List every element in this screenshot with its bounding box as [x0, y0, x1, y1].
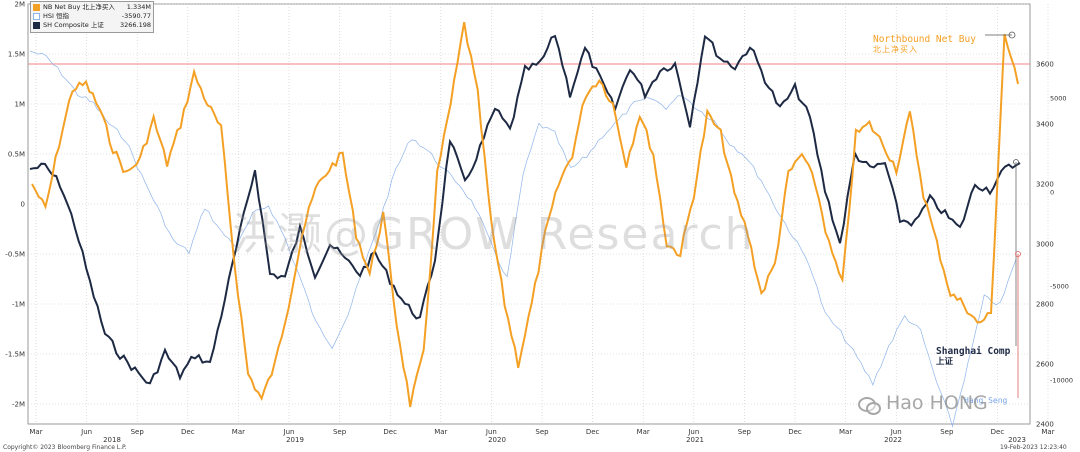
y-left-tick-label: -0.5M: [5, 251, 25, 259]
watermark-text: 洪灏@GROW Research: [232, 209, 755, 260]
x-year-label: 2019: [286, 436, 304, 444]
wechat-icon: [858, 395, 881, 415]
wechat-watermark: Hao HONG: [858, 392, 1058, 420]
y-left-tick-label: -2M: [12, 401, 25, 409]
legend-value-sh: 3266.198: [119, 21, 151, 29]
x-tick-label: Dec: [383, 428, 397, 436]
x-tick-label: Jun: [485, 428, 497, 436]
x-tick-label: Jun: [890, 428, 902, 436]
x-tick-label: Dec: [991, 428, 1005, 436]
legend: NB Net Buy 北上净买入 1.334M HSI 恒指 -3590.77 …: [30, 1, 154, 33]
y-right-tick-label: 2600: [1036, 361, 1054, 369]
x-tick-label: Mar: [434, 428, 447, 436]
legend-name-sh: SH Composite 上证: [43, 21, 104, 29]
x-tick-label: Sep: [333, 428, 347, 436]
marker-hsi: [1015, 251, 1021, 257]
x-tick-label: Mar: [232, 428, 245, 436]
x-tick-label: Jun: [687, 428, 699, 436]
x-tick-label: Jun: [283, 428, 295, 436]
y-right2-tick-label: -5000: [1050, 283, 1069, 291]
y-left-tick-label: 1M: [15, 101, 26, 109]
legend-name-nb: NB Net Buy 北上净买入: [43, 3, 115, 11]
series-line-hsi: [29, 50, 1017, 428]
marker-shanghai: [1013, 159, 1019, 165]
y-left-tick-label: 2M: [15, 1, 26, 9]
annotation-hsi: Hang Seng: [964, 396, 1008, 405]
annotation-northbound: Northbound Net Buy 北上净买入: [873, 34, 989, 54]
y-right-tick-label: 3600: [1036, 61, 1054, 69]
y-right-tick-label: 3400: [1036, 121, 1054, 129]
marker-northbound: [1008, 31, 1016, 39]
legend-swatch-nb: [33, 4, 40, 11]
y-left-tick-label: 0.5M: [8, 151, 25, 159]
wechat-name: Hao HONG: [886, 392, 988, 414]
legend-name-hsi: HSI 恒指: [43, 12, 69, 20]
y-right2-tick-label: 5000: [1050, 95, 1067, 103]
y-right-tick-label: 2400: [1036, 421, 1054, 429]
legend-swatch-sh: [33, 22, 40, 29]
legend-entry-nb: NB Net Buy 北上净买入 1.334M: [33, 3, 151, 12]
y-left-tick-label: -1.5M: [5, 351, 25, 359]
x-tick-label: Dec: [586, 428, 600, 436]
y-right-tick-label: 3200: [1036, 181, 1054, 189]
annotation-shanghai-cn: 上证: [936, 357, 954, 367]
x-year-label: 2018: [103, 436, 121, 444]
y-right2-tick-label: 0: [1050, 189, 1054, 197]
y-right2-tick-label: -10000: [1050, 377, 1073, 385]
x-tick-label: Mar: [1041, 428, 1054, 436]
x-tick-label: Mar: [839, 428, 852, 436]
x-tick-label: Jun: [80, 428, 92, 436]
legend-entry-sh: SH Composite 上证 3266.198: [33, 21, 151, 30]
footer-copyright: Copyright© 2023 Bloomberg Finance L.P.: [3, 444, 127, 451]
x-year-label: 2020: [488, 436, 506, 444]
x-year-label: 2023: [1008, 436, 1026, 444]
annotation-northbound-cn: 北上净买入: [873, 45, 918, 54]
x-tick-label: Dec: [788, 428, 802, 436]
annotation-shanghai: Shanghai Comp 上证: [936, 346, 1026, 367]
x-tick-label: Mar: [637, 428, 650, 436]
series-line-nb: [31, 22, 1019, 408]
y-left-tick-label: 1.5M: [8, 51, 25, 59]
y-right-tick-label: 3000: [1036, 241, 1054, 249]
legend-swatch-hsi: [33, 13, 40, 20]
x-tick-label: Dec: [181, 428, 195, 436]
x-tick-label: Sep: [535, 428, 549, 436]
y-left-tick-label: -1M: [12, 301, 25, 309]
legend-value-nb: 1.334M: [126, 3, 151, 11]
x-tick-label: Sep: [940, 428, 954, 436]
x-tick-label: Sep: [131, 428, 145, 436]
footer-timestamp: 19-Feb-2023 12:23:40: [1000, 444, 1067, 451]
legend-entry-hsi: HSI 恒指 -3590.77: [33, 12, 151, 21]
x-year-label: 2021: [686, 436, 704, 444]
annotation-northbound-en: Northbound Net Buy: [873, 34, 976, 45]
annotation-shanghai-en: Shanghai Comp: [936, 346, 1011, 357]
x-tick-label: Sep: [738, 428, 752, 436]
legend-value-hsi: -3590.77: [121, 12, 151, 20]
y-left-tick-label: 0: [21, 201, 25, 209]
y-right-tick-label: 2800: [1036, 301, 1054, 309]
x-year-label: 2022: [884, 436, 902, 444]
x-tick-label: Mar: [29, 428, 42, 436]
